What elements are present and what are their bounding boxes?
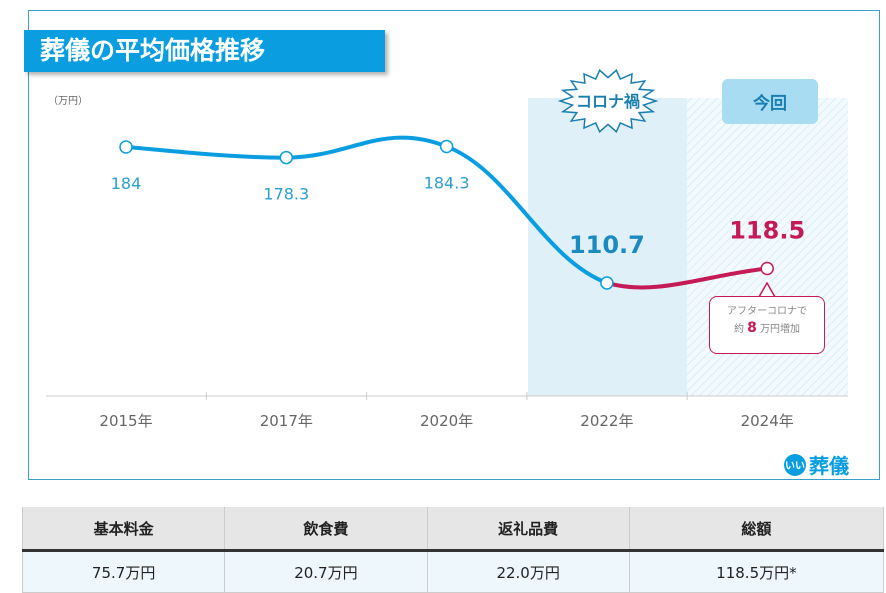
- data-point: [600, 276, 614, 290]
- callout-prefix: 約: [733, 324, 744, 335]
- table-header-row: 基本料金 飲食費 返礼品費 総額: [21, 507, 885, 552]
- callout-num: 8: [747, 320, 757, 336]
- x-tick-label: 2020年: [420, 412, 473, 430]
- table-cell: 20.7万円: [224, 550, 428, 593]
- data-label: 118.5: [729, 217, 805, 245]
- data-point: [760, 261, 774, 276]
- callout-pointer: [758, 282, 776, 298]
- callout-line1: アフターコロナで: [727, 306, 807, 317]
- current-label: 今回: [722, 79, 818, 124]
- corona-label: コロナ禍: [576, 92, 640, 111]
- table-header: 基本料金: [21, 507, 226, 552]
- x-tick-label: 2022年: [580, 412, 633, 430]
- table-header: 飲食費: [224, 507, 428, 552]
- callout-increase: アフターコロナで 約 8 万円増加: [709, 296, 825, 354]
- x-tick-label: 2017年: [260, 412, 313, 430]
- data-point: [279, 150, 294, 165]
- y-unit-label: （万円）: [48, 96, 88, 107]
- cost-breakdown-table: 基本料金 飲食費 返礼品費 総額 75.7万円 20.7万円 22.0万円 11…: [21, 507, 885, 593]
- table-cell: 118.5万円*: [628, 550, 885, 593]
- logo-dots: いい: [784, 453, 806, 476]
- data-point: [119, 140, 133, 154]
- series-line-main: [125, 135, 608, 285]
- line-chart: コロナ禍 2015年 2017年 2020年 2022年 2024年 184 178.3 1…: [46, 69, 848, 430]
- data-label: 178.3: [263, 185, 309, 204]
- brand-logo: いい 葬儀: [784, 450, 849, 479]
- x-tick-label: 2024年: [741, 412, 794, 430]
- data-point: [439, 139, 454, 154]
- data-label: 110.7: [569, 231, 645, 259]
- table-cell: 75.7万円: [21, 550, 226, 593]
- table-header: 総額: [628, 507, 885, 552]
- series-line-after-corona: [606, 266, 768, 290]
- table-cell: 22.0万円: [426, 550, 630, 593]
- data-label: 184.3: [424, 173, 470, 192]
- table-header: 返礼品費: [426, 507, 630, 552]
- logo-text: 葬儀: [809, 454, 849, 478]
- corona-burst-icon: [557, 69, 659, 133]
- table-row: 75.7万円 20.7万円 22.0万円 118.5万円*: [21, 550, 885, 593]
- chart-frame: [28, 10, 880, 480]
- x-tick-label: 2015年: [99, 412, 152, 430]
- data-label: 184: [111, 174, 142, 193]
- callout-suffix: 万円増加: [760, 324, 801, 335]
- chart-title: 葬儀の平均価格推移: [24, 30, 385, 72]
